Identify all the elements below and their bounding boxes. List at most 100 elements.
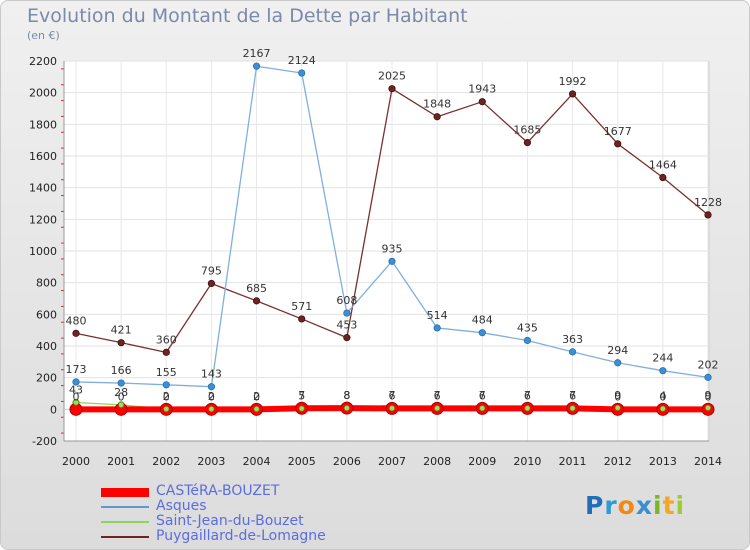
data-label-puygaillard-de-lomagne: 1992: [559, 75, 587, 88]
data-label-castera-bouzet: 0: [253, 390, 260, 403]
data-label-castera-bouzet: 0: [163, 390, 170, 403]
data-label-castera-bouzet: 0: [614, 390, 621, 403]
data-label-castera-bouzet: 6: [524, 389, 531, 402]
x-tick-label: 2005: [288, 455, 316, 468]
data-point-asques: [207, 383, 216, 391]
x-tick-label: 2011: [559, 455, 587, 468]
y-tick-label: 2000: [29, 87, 57, 100]
data-point-puygaillard-de-lomagne: [478, 98, 486, 106]
x-tick-label: 2001: [107, 455, 135, 468]
data-label-saint-jean-du-bouzet: 7: [434, 389, 441, 402]
x-tick-label: 2013: [649, 455, 677, 468]
legend-label-asques: Asques: [156, 498, 207, 514]
data-point-puygaillard-de-lomagne: [117, 339, 125, 347]
data-point-saint-jean-du-bouzet-overlay: [389, 405, 395, 412]
data-point-saint-jean-du-bouzet-overlay: [524, 405, 531, 412]
data-point-puygaillard-de-lomagne: [207, 279, 216, 288]
data-point-saint-jean-du-bouzet-overlay: [253, 406, 260, 412]
data-label-puygaillard-de-lomagne: 1685: [513, 124, 541, 137]
data-point-asques: [659, 367, 667, 375]
x-tick-label: 2008: [423, 455, 451, 468]
data-point-puygaillard-de-lomagne: [343, 334, 351, 342]
y-tick-label: 2200: [29, 55, 57, 68]
data-label-puygaillard-de-lomagne: 2025: [378, 70, 406, 83]
data-label-asques: 202: [698, 358, 719, 371]
data-label-saint-jean-du-bouzet: 9: [705, 389, 712, 402]
legend-swatch-saint-jean-du-bouzet: [101, 521, 149, 523]
data-point-asques: [252, 62, 261, 70]
data-point-asques: [117, 379, 125, 387]
data-point-saint-jean-du-bouzet-overlay: [298, 405, 305, 412]
data-label-saint-jean-du-bouzet: 2: [208, 390, 215, 403]
data-label-puygaillard-de-lomagne: 571: [291, 300, 312, 313]
data-point-asques: [388, 257, 396, 265]
legend-label-saint-jean-du-bouzet: Saint-Jean-du-Bouzet: [156, 513, 304, 529]
data-point-saint-jean-du-bouzet-overlay: [343, 405, 350, 411]
data-label-asques: 155: [156, 366, 177, 379]
data-point-puygaillard-de-lomagne: [72, 329, 80, 337]
data-point-saint-jean-du-bouzet-overlay: [208, 406, 215, 412]
y-tick-label: 400: [36, 340, 57, 353]
y-tick-label: 600: [36, 308, 57, 321]
data-point-asques: [478, 329, 486, 337]
data-point-saint-jean-du-bouzet-overlay: [434, 405, 441, 412]
data-label-puygaillard-de-lomagne: 1677: [604, 125, 632, 138]
data-label-puygaillard-de-lomagne: 453: [336, 319, 357, 332]
data-label-asques: 484: [472, 314, 493, 327]
data-point-asques: [568, 348, 577, 356]
data-label-castera-bouzet: 6: [434, 389, 441, 402]
data-point-asques: [433, 324, 441, 332]
data-point-puygaillard-de-lomagne: [298, 315, 306, 323]
x-tick-label: 2004: [243, 455, 271, 468]
data-label-castera-bouzet: 8: [343, 389, 350, 402]
data-label-saint-jean-du-bouzet: 8: [343, 389, 350, 402]
data-label-puygaillard-de-lomagne: 1943: [468, 83, 496, 96]
data-label-asques: 294: [607, 344, 628, 357]
data-label-castera-bouzet: 0: [705, 390, 712, 403]
x-tick-label: 2009: [468, 455, 496, 468]
data-label-saint-jean-du-bouzet: 7: [569, 389, 576, 402]
data-point-puygaillard-de-lomagne: [523, 138, 532, 147]
data-label-puygaillard-de-lomagne: 1228: [694, 196, 722, 209]
data-label-asques: 435: [517, 321, 538, 334]
legend-label-puygaillard-de-lomagne: Puygaillard-de-Lomagne: [156, 528, 326, 544]
data-point-saint-jean-du-bouzet-overlay: [614, 405, 621, 411]
data-label-saint-jean-du-bouzet: 2: [253, 390, 260, 403]
data-point-asques: [523, 336, 532, 345]
y-tick-label: -200: [32, 435, 57, 448]
data-point-puygaillard-de-lomagne: [433, 113, 441, 121]
data-label-saint-jean-du-bouzet: 28: [114, 386, 128, 399]
data-point-puygaillard-de-lomagne: [704, 211, 712, 219]
legend-swatch-puygaillard-de-lomagne: [101, 536, 149, 538]
data-label-asques: 143: [201, 368, 222, 381]
data-label-castera-bouzet: 0: [73, 390, 80, 403]
data-point-asques: [614, 359, 622, 367]
data-label-castera-bouzet: 6: [479, 389, 486, 402]
data-label-asques: 935: [382, 242, 403, 255]
data-label-asques: 363: [562, 333, 583, 346]
x-tick-label: 2003: [197, 455, 225, 468]
y-tick-label: 0: [50, 403, 57, 416]
data-point-saint-jean-du-bouzet-overlay: [163, 406, 170, 412]
y-tick-label: 800: [36, 277, 57, 290]
data-label-asques: 514: [427, 309, 448, 322]
data-point-puygaillard-de-lomagne: [252, 297, 261, 305]
legend-item-puygaillard-de-lomagne: Puygaillard-de-Lomagne: [101, 528, 401, 545]
data-label-castera-bouzet: 0: [208, 390, 215, 403]
data-label-castera-bouzet: 6: [389, 389, 396, 402]
data-point-puygaillard-de-lomagne: [568, 90, 577, 98]
data-point-saint-jean-du-bouzet-overlay: [569, 405, 576, 412]
data-label-asques: 166: [111, 364, 132, 377]
data-point-asques: [704, 373, 712, 381]
y-tick-label: 1200: [29, 213, 57, 226]
chart-unit: (en €): [27, 29, 60, 42]
data-point-saint-jean-du-bouzet-overlay: [118, 401, 125, 408]
data-label-castera-bouzet: 0: [118, 390, 125, 403]
data-label-asques: 173: [66, 363, 87, 376]
data-label-saint-jean-du-bouzet: 2: [163, 390, 170, 403]
y-tick-label: 1600: [29, 150, 57, 163]
data-label-castera-bouzet: 7: [298, 389, 305, 402]
data-point-puygaillard-de-lomagne: [388, 85, 396, 93]
legend-item-asques: Asques: [101, 498, 401, 515]
